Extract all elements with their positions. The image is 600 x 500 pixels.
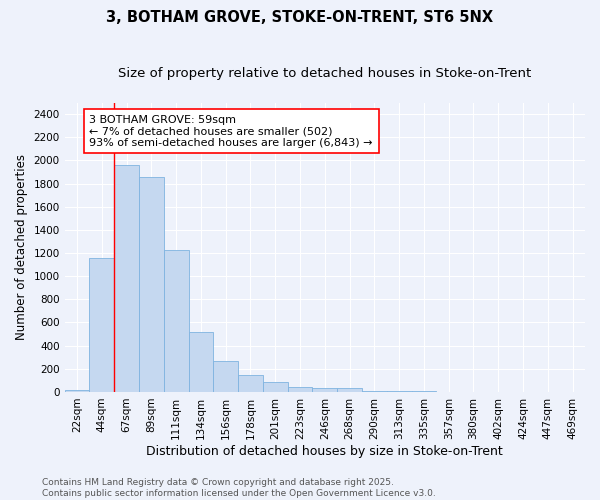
Bar xyxy=(337,388,362,392)
Bar xyxy=(263,382,287,392)
Bar xyxy=(387,391,412,392)
Text: 3 BOTHAM GROVE: 59sqm
← 7% of detached houses are smaller (502)
93% of semi-deta: 3 BOTHAM GROVE: 59sqm ← 7% of detached h… xyxy=(89,114,373,148)
Bar xyxy=(65,390,89,392)
Bar xyxy=(287,386,313,392)
Bar xyxy=(164,250,188,392)
Bar xyxy=(188,332,214,392)
Y-axis label: Number of detached properties: Number of detached properties xyxy=(15,154,28,340)
Text: 3, BOTHAM GROVE, STOKE-ON-TRENT, ST6 5NX: 3, BOTHAM GROVE, STOKE-ON-TRENT, ST6 5NX xyxy=(106,10,494,25)
Bar xyxy=(313,388,337,392)
Bar xyxy=(114,165,139,392)
X-axis label: Distribution of detached houses by size in Stoke-on-Trent: Distribution of detached houses by size … xyxy=(146,444,503,458)
Title: Size of property relative to detached houses in Stoke-on-Trent: Size of property relative to detached ho… xyxy=(118,68,532,80)
Bar xyxy=(214,360,238,392)
Text: Contains HM Land Registry data © Crown copyright and database right 2025.
Contai: Contains HM Land Registry data © Crown c… xyxy=(42,478,436,498)
Bar xyxy=(238,374,263,392)
Bar xyxy=(362,390,387,392)
Bar xyxy=(89,258,114,392)
Bar xyxy=(139,177,164,392)
